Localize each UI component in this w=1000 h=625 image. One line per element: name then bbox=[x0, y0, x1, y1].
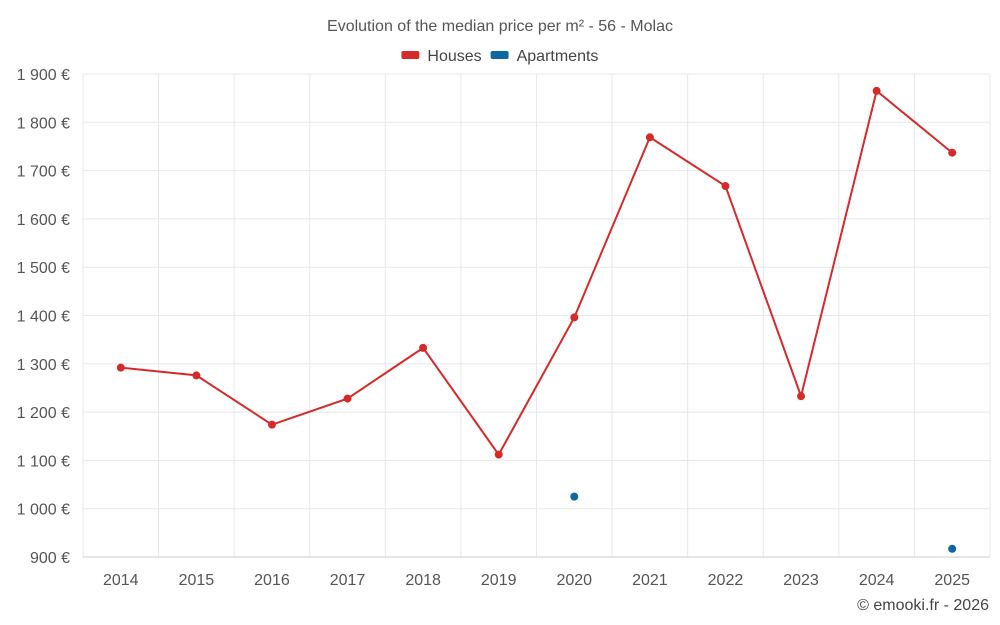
data-point-houses[interactable] bbox=[419, 343, 428, 352]
data-point-houses[interactable] bbox=[948, 148, 957, 157]
chart-title: Evolution of the median price per m² - 5… bbox=[327, 18, 673, 35]
x-tick-label: 2016 bbox=[254, 572, 290, 589]
data-point-houses[interactable] bbox=[343, 394, 352, 403]
series-layer bbox=[116, 86, 957, 553]
data-point-houses[interactable] bbox=[570, 313, 579, 322]
y-tick-label: 1 800 € bbox=[17, 115, 70, 132]
legend-item-apartments[interactable]: Apartments bbox=[490, 48, 599, 65]
legend-label: Houses bbox=[427, 48, 481, 65]
y-tick-label: 1 900 € bbox=[17, 67, 70, 84]
x-tick-label: 2025 bbox=[934, 572, 970, 589]
legend-label: Apartments bbox=[517, 48, 599, 65]
x-axis-labels: 2014 2015 2016 2017 2018 2019 2020 2021 2022 2023… bbox=[103, 572, 970, 589]
legend: Houses Apartments bbox=[401, 48, 598, 65]
x-tick-label: 2019 bbox=[481, 572, 517, 589]
data-point-houses[interactable] bbox=[721, 182, 730, 191]
data-point-houses[interactable] bbox=[645, 133, 654, 142]
y-tick-label: 1 200 € bbox=[17, 405, 70, 422]
legend-swatch bbox=[490, 51, 509, 59]
legend-swatch bbox=[401, 51, 420, 59]
data-point-houses[interactable] bbox=[494, 450, 503, 459]
data-point-apartments[interactable] bbox=[570, 492, 579, 501]
y-tick-label: 1 400 € bbox=[17, 309, 70, 326]
x-tick-label: 2015 bbox=[179, 572, 215, 589]
y-axis-labels: 900 € 1 000 € 1 100 € 1 200 € 1 300 € 1 400 €… bbox=[17, 67, 70, 567]
legend-item-houses[interactable]: Houses bbox=[401, 48, 482, 65]
credit-text: © emooki.fr - 2026 bbox=[857, 597, 989, 614]
x-tick-label: 2014 bbox=[103, 572, 139, 589]
x-tick-label: 2021 bbox=[632, 572, 668, 589]
x-tick-label: 2022 bbox=[708, 572, 744, 589]
y-tick-label: 1 500 € bbox=[17, 260, 70, 277]
data-point-houses[interactable] bbox=[267, 420, 276, 429]
x-tick-label: 2024 bbox=[859, 572, 895, 589]
data-point-houses[interactable] bbox=[116, 363, 125, 372]
y-tick-label: 900 € bbox=[30, 550, 70, 567]
data-point-houses[interactable] bbox=[872, 86, 881, 95]
y-tick-label: 1 100 € bbox=[17, 453, 70, 470]
data-point-houses[interactable] bbox=[797, 392, 806, 401]
y-tick-label: 1 600 € bbox=[17, 212, 70, 229]
x-gridlines bbox=[82, 74, 991, 557]
x-tick-label: 2018 bbox=[405, 572, 441, 589]
series-houses bbox=[116, 86, 957, 459]
y-tick-label: 1 700 € bbox=[17, 164, 70, 181]
x-tick-label: 2017 bbox=[330, 572, 366, 589]
series-line-houses bbox=[120, 89, 953, 457]
x-tick-label: 2023 bbox=[783, 572, 819, 589]
data-point-houses[interactable] bbox=[192, 371, 201, 380]
y-tick-label: 1 300 € bbox=[17, 357, 70, 374]
series-apartments bbox=[570, 492, 957, 553]
data-point-apartments[interactable] bbox=[948, 544, 957, 553]
y-tick-label: 1 000 € bbox=[17, 502, 70, 519]
x-tick-label: 2020 bbox=[556, 572, 592, 589]
